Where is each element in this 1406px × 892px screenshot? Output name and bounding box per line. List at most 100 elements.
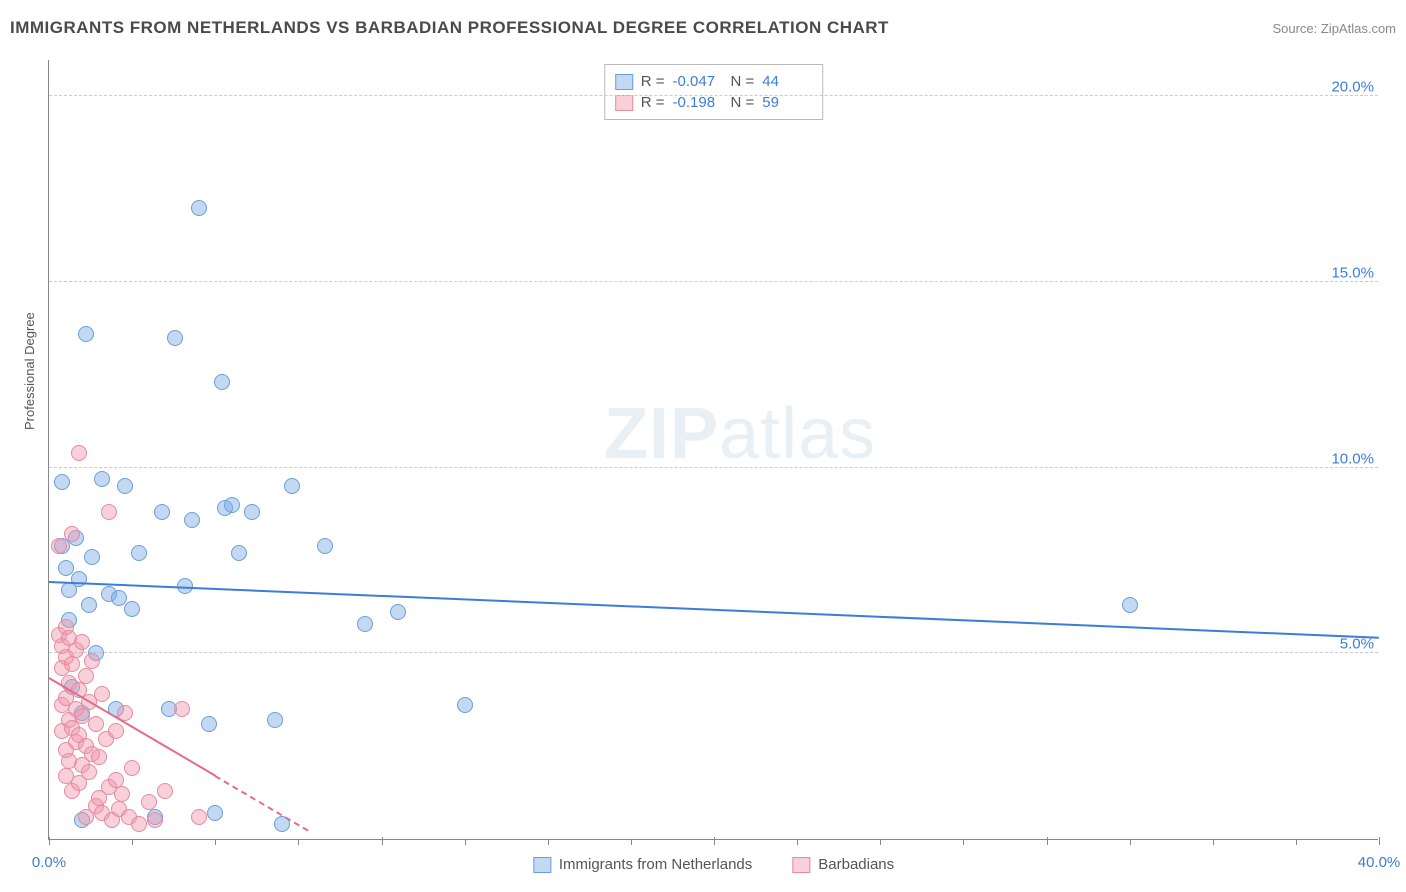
y-tick-label: 5.0% [1340,636,1374,653]
x-minor-tick [465,839,466,845]
x-minor-tick [797,839,798,845]
scatter-point [101,504,117,520]
x-minor-tick [631,839,632,845]
corr-legend-row: R = -0.047 N = 44 [615,71,813,92]
plot-area: ZIPatlas R =-0.047N =44R =-0.198N =59 Im… [48,60,1378,840]
x-minor-tick [963,839,964,845]
scatter-point [147,812,163,828]
gridline [49,281,1378,282]
scatter-point [131,545,147,561]
scatter-point [141,794,157,810]
n-value: 59 [762,94,812,111]
scatter-point [114,786,130,802]
scatter-point [84,549,100,565]
x-tick-label: 0.0% [32,854,66,871]
scatter-point [108,772,124,788]
y-tick-label: 20.0% [1331,79,1374,96]
watermark: ZIPatlas [604,393,876,475]
n-label: N = [731,73,755,90]
legend-swatch [792,857,810,873]
scatter-point [88,716,104,732]
scatter-point [81,597,97,613]
scatter-point [91,749,107,765]
scatter-point [117,478,133,494]
r-label: R = [641,73,665,90]
x-minor-tick [548,839,549,845]
scatter-point [54,474,70,490]
scatter-point [191,809,207,825]
r-value: -0.047 [673,73,723,90]
scatter-point [244,504,260,520]
scatter-point [84,653,100,669]
scatter-point [64,656,80,672]
x-minor-tick [298,839,299,845]
scatter-point [131,816,147,832]
legend-item: Barbadians [792,856,894,873]
scatter-point [317,538,333,554]
scatter-point [51,538,67,554]
y-tick-label: 10.0% [1331,450,1374,467]
y-axis-label: Professional Degree [22,312,37,430]
scatter-point [74,634,90,650]
correlation-legend: R =-0.047N =44R =-0.198N =59 [604,64,824,120]
scatter-point [284,478,300,494]
legend-label: Immigrants from Netherlands [559,856,752,873]
scatter-point [94,686,110,702]
scatter-point [390,604,406,620]
x-tick [714,837,715,845]
source-label: Source: ZipAtlas.com [1272,21,1396,36]
r-value: -0.198 [673,94,723,111]
scatter-point [201,716,217,732]
legend-swatch [615,95,633,111]
scatter-point [231,545,247,561]
x-tick-label: 40.0% [1358,854,1401,871]
scatter-point [124,760,140,776]
gridline [49,467,1378,468]
x-tick [49,837,50,845]
trend-line [215,775,309,831]
trend-line [49,581,1379,639]
scatter-point [184,512,200,528]
scatter-point [124,601,140,617]
gridline [49,95,1378,96]
scatter-point [207,805,223,821]
series-legend: Immigrants from Netherlands Barbadians [533,856,894,873]
title-bar: IMMIGRANTS FROM NETHERLANDS VS BARBADIAN… [10,18,1396,38]
legend-item: Immigrants from Netherlands [533,856,752,873]
y-tick-label: 15.0% [1331,264,1374,281]
scatter-point [357,616,373,632]
scatter-point [214,374,230,390]
x-tick [1379,837,1380,845]
watermark-zip: ZIP [604,394,719,474]
x-minor-tick [132,839,133,845]
scatter-point [78,668,94,684]
n-value: 44 [762,73,812,90]
scatter-point [81,764,97,780]
gridline [49,652,1378,653]
scatter-point [71,445,87,461]
chart-title: IMMIGRANTS FROM NETHERLANDS VS BARBADIAN… [10,18,889,38]
scatter-point [191,200,207,216]
x-tick [1047,837,1048,845]
r-label: R = [641,94,665,111]
scatter-point [111,590,127,606]
scatter-point [71,571,87,587]
watermark-atlas: atlas [719,394,876,474]
legend-swatch [533,857,551,873]
scatter-point [154,504,170,520]
scatter-point [174,701,190,717]
scatter-point [108,723,124,739]
scatter-point [94,471,110,487]
scatter-point [457,697,473,713]
x-minor-tick [880,839,881,845]
scatter-point [267,712,283,728]
x-minor-tick [1213,839,1214,845]
scatter-point [224,497,240,513]
x-tick [382,837,383,845]
x-minor-tick [215,839,216,845]
legend-label: Barbadians [818,856,894,873]
legend-swatch [615,74,633,90]
x-minor-tick [1130,839,1131,845]
x-minor-tick [1296,839,1297,845]
scatter-point [157,783,173,799]
